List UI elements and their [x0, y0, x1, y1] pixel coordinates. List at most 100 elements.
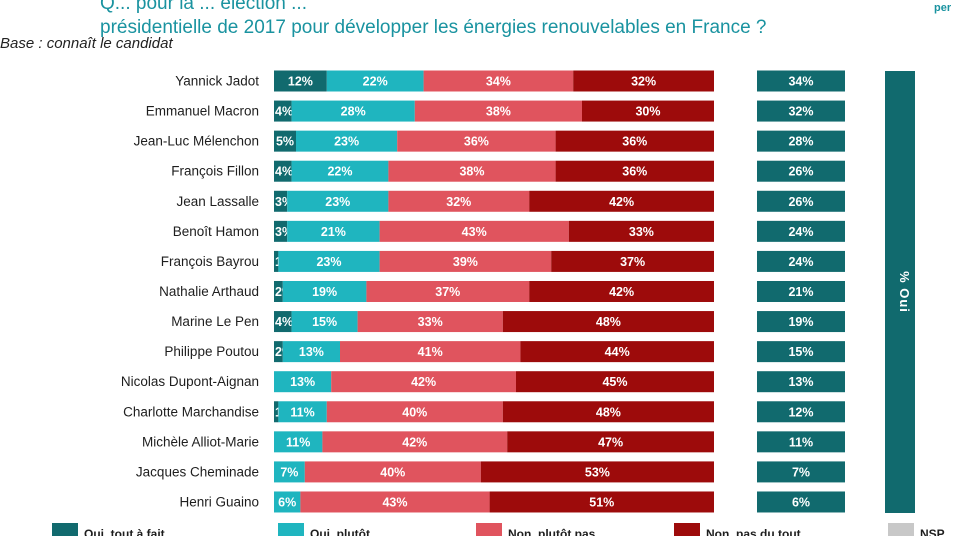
bar-segment — [366, 280, 530, 302]
bar-segment — [278, 401, 327, 423]
bar-value-label: 15% — [312, 315, 337, 329]
total-oui-value: 15% — [788, 345, 813, 359]
total-oui-value: 32% — [788, 105, 813, 119]
bar-value-label: 40% — [402, 405, 427, 419]
category-label: François Fillon — [171, 164, 259, 179]
total-oui-box — [757, 431, 845, 453]
bar-segment — [296, 130, 398, 152]
bar-value-label: 6% — [278, 495, 296, 509]
bar-segment — [274, 220, 288, 242]
bar-segment — [397, 130, 556, 152]
legend-swatch — [888, 523, 914, 536]
bar-segment — [423, 70, 574, 92]
total-oui-value: 12% — [788, 405, 813, 419]
legend-label: Non, pas du tout — [706, 527, 801, 536]
bar-value-label: 32% — [631, 75, 656, 89]
category-label: Jacques Cheminade — [136, 464, 259, 479]
bar-segment — [502, 311, 714, 333]
bar-value-label: 48% — [596, 405, 621, 419]
bar-segment — [388, 190, 530, 212]
bar-value-label: 34% — [486, 75, 511, 89]
bar-segment — [287, 190, 389, 212]
total-oui-value: 24% — [788, 255, 813, 269]
total-oui-box — [757, 130, 845, 152]
bar-value-label: 32% — [446, 195, 471, 209]
title-line-1: Q... pour la ... élection ... — [100, 0, 307, 14]
bar-segment — [282, 280, 367, 302]
bar-value-label: 23% — [325, 195, 350, 209]
legend-label: Oui, plutôt — [310, 527, 370, 536]
bar-value-label: 42% — [402, 435, 427, 449]
bar-value-label: 36% — [464, 135, 489, 149]
bar-segment — [274, 401, 279, 423]
category-label: Benoît Hamon — [173, 224, 259, 239]
bar-value-label: 41% — [418, 345, 443, 359]
bar-segment — [516, 371, 714, 393]
bar-value-label: 12% — [288, 75, 313, 89]
category-label: François Bayrou — [161, 254, 259, 269]
bar-segment — [379, 250, 552, 272]
bar-value-label: 40% — [380, 465, 405, 479]
category-label: Henri Guaino — [179, 494, 259, 509]
bar-segment — [388, 160, 556, 182]
bar-value-label: 22% — [363, 75, 388, 89]
bar-value-label: 23% — [316, 255, 341, 269]
total-oui-box — [757, 250, 845, 272]
total-oui-value: 24% — [788, 225, 813, 239]
legend-label: NSP — [920, 527, 945, 536]
bar-value-label: 42% — [609, 195, 634, 209]
bar-value-label: 4% — [275, 105, 293, 119]
bar-value-label: 4% — [275, 165, 293, 179]
bar-segment — [520, 341, 714, 363]
bar-segment — [573, 70, 714, 92]
legend-label: Oui, tout à fait — [84, 527, 165, 536]
bar-value-label: 38% — [459, 165, 484, 179]
legend-swatch — [476, 523, 502, 536]
bar-value-label: 37% — [620, 255, 645, 269]
bar-segment — [274, 311, 292, 333]
bar-segment — [357, 311, 503, 333]
bar-segment — [480, 461, 714, 483]
bar-value-label: 43% — [462, 225, 487, 239]
title-line-2: présidentielle de 2017 pour développer l… — [100, 17, 767, 38]
total-oui-value: 6% — [792, 495, 810, 509]
bar-segment — [274, 160, 292, 182]
bar-segment — [502, 401, 714, 423]
category-label: Nicolas Dupont-Aignan — [121, 374, 259, 389]
total-oui-value: 11% — [789, 435, 813, 449]
bar-segment — [274, 461, 305, 483]
total-oui-box — [757, 491, 845, 513]
total-oui-value: 26% — [788, 165, 813, 179]
chart-title: Q... pour la ... élection ... présidenti… — [100, 0, 920, 40]
bar-segment — [551, 250, 714, 272]
bar-segment — [555, 160, 714, 182]
legend-swatch — [674, 523, 700, 536]
bar-segment — [274, 371, 332, 393]
bar-segment — [282, 341, 340, 363]
category-label: Jean-Luc Mélenchon — [134, 134, 259, 149]
total-oui-box — [757, 220, 845, 242]
bar-value-label: 28% — [341, 105, 366, 119]
bar-value-label: 33% — [418, 315, 443, 329]
bar-value-label: 42% — [609, 285, 634, 299]
bar-value-label: 7% — [280, 465, 298, 479]
bar-segment — [304, 461, 481, 483]
total-oui-box — [757, 190, 845, 212]
oui-side-label: % Oui — [897, 271, 912, 313]
bar-segment — [529, 280, 714, 302]
bar-segment — [287, 220, 380, 242]
bar-value-label: 47% — [598, 435, 623, 449]
bar-segment — [278, 250, 380, 272]
bar-value-label: 44% — [605, 345, 630, 359]
total-oui-box — [757, 280, 845, 302]
bar-segment — [274, 341, 283, 363]
total-oui-box — [757, 160, 845, 182]
bar-segment — [291, 311, 358, 333]
total-oui-value: 26% — [788, 195, 813, 209]
bar-segment — [414, 100, 582, 122]
category-label: Marine Le Pen — [171, 314, 259, 329]
total-oui-box — [757, 341, 845, 363]
bar-value-label: 33% — [629, 225, 654, 239]
bar-value-label: 43% — [382, 495, 407, 509]
